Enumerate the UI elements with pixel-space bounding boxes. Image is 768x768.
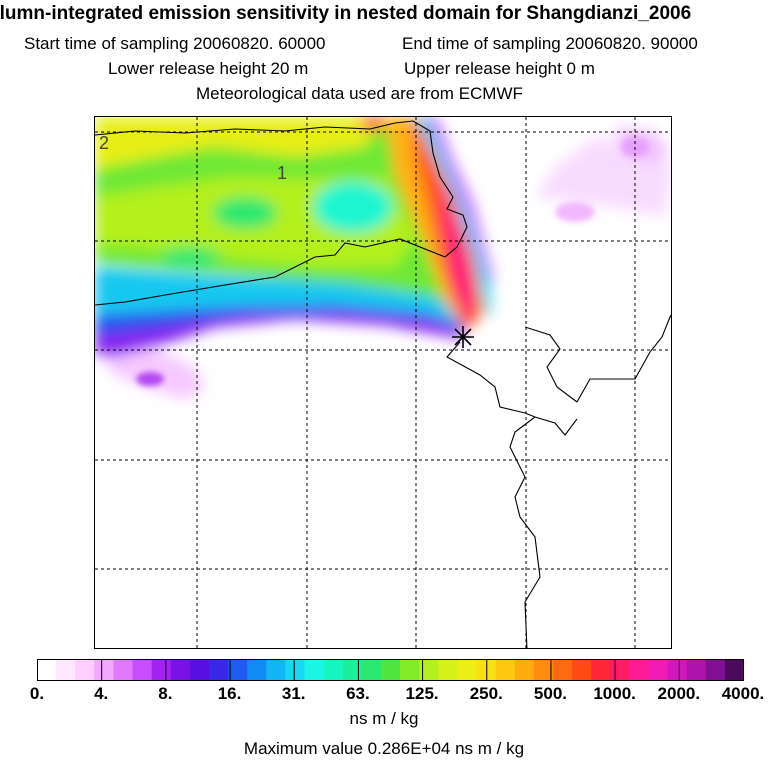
contour-label-1: 1 (277, 163, 287, 183)
colorbar-cell (189, 659, 210, 681)
colorbar-cell (228, 659, 248, 681)
colorbar-cell (705, 659, 726, 681)
lower-release-label: Lower release height 20 m (108, 59, 309, 78)
receptor-star-icon (452, 326, 474, 348)
upper-release-label: Upper release height 0 m (404, 59, 595, 78)
contour-label-2: 2 (99, 133, 109, 153)
colorbar-cell (113, 659, 134, 681)
colorbar-cell (552, 659, 573, 681)
colorbar-tick-label: 500. (533, 684, 567, 703)
colorbar-cell (724, 659, 744, 681)
colorbar-cell (457, 659, 478, 681)
end-time-label: End time of sampling 20060820. 90000 (402, 34, 698, 53)
colorbar-cell (151, 659, 172, 681)
colorbar-cell (56, 659, 76, 681)
colorbar-tick-label: 0. (29, 684, 45, 703)
colorbar-cell (380, 659, 401, 681)
colorbar-tick-label: 1000. (593, 684, 636, 703)
colorbar-cell (361, 659, 382, 681)
colorbar-tick-label: 4000. (721, 684, 765, 703)
colorbar-cell (247, 659, 267, 681)
plot-title: olumn-integrated emission sensitivity in… (0, 3, 692, 24)
colorbar-cell (400, 659, 420, 681)
colorbar-cell (648, 659, 669, 681)
colorbar-cell (495, 659, 516, 681)
colorbar-cell (610, 659, 630, 681)
map-canvas: 2 1 (95, 117, 671, 648)
colorbar-cell (266, 659, 287, 681)
maximum-value: Maximum value 0.286E+04 ns m / kg (243, 739, 525, 758)
lat-lon-grid (95, 117, 671, 648)
colorbar-tick-label: 8. (158, 684, 173, 703)
colorbar-cell (304, 659, 325, 681)
colorbar-cell (75, 659, 95, 681)
colorbar-tick-label: 2000. (657, 684, 701, 703)
colorbar-tick-label: 4. (94, 684, 109, 703)
colorbar-units: ns m / kg (349, 709, 419, 728)
colorbar-cell (629, 659, 650, 681)
colorbar-cell (208, 659, 229, 681)
colorbar (37, 659, 744, 681)
colorbar-cell (323, 659, 344, 681)
colorbar-cell (533, 659, 554, 681)
colorbar-cell (686, 659, 707, 681)
colorbar-cell (285, 659, 306, 681)
colorbar-tick-label: 63. (346, 684, 370, 703)
colorbar-cell (514, 659, 535, 681)
colorbar-tick-label: 250. (469, 684, 503, 703)
colorbar-tick-label: 16. (217, 684, 242, 703)
colorbar-cell (438, 659, 458, 681)
colorbar-cell (572, 659, 592, 681)
start-time-label: Start time of sampling 20060820. 60000 (24, 34, 326, 53)
colorbar-tick-label: 31. (281, 684, 306, 703)
colorbar-cell (170, 659, 191, 681)
colorbar-cell (591, 659, 611, 681)
colorbar-cell (37, 659, 57, 681)
colorbar-cell (342, 659, 363, 681)
sensitivity-map: 2 1 (94, 116, 672, 649)
colorbar-cell (94, 659, 115, 681)
colorbar-cell (667, 659, 688, 681)
colorbar-tick-label: 125. (405, 684, 439, 703)
sensitivity-field (95, 117, 671, 399)
met-data-label: Meteorological data used are from ECMWF (196, 84, 523, 103)
colorbar-cell (132, 659, 153, 681)
colorbar-cell (419, 659, 439, 681)
